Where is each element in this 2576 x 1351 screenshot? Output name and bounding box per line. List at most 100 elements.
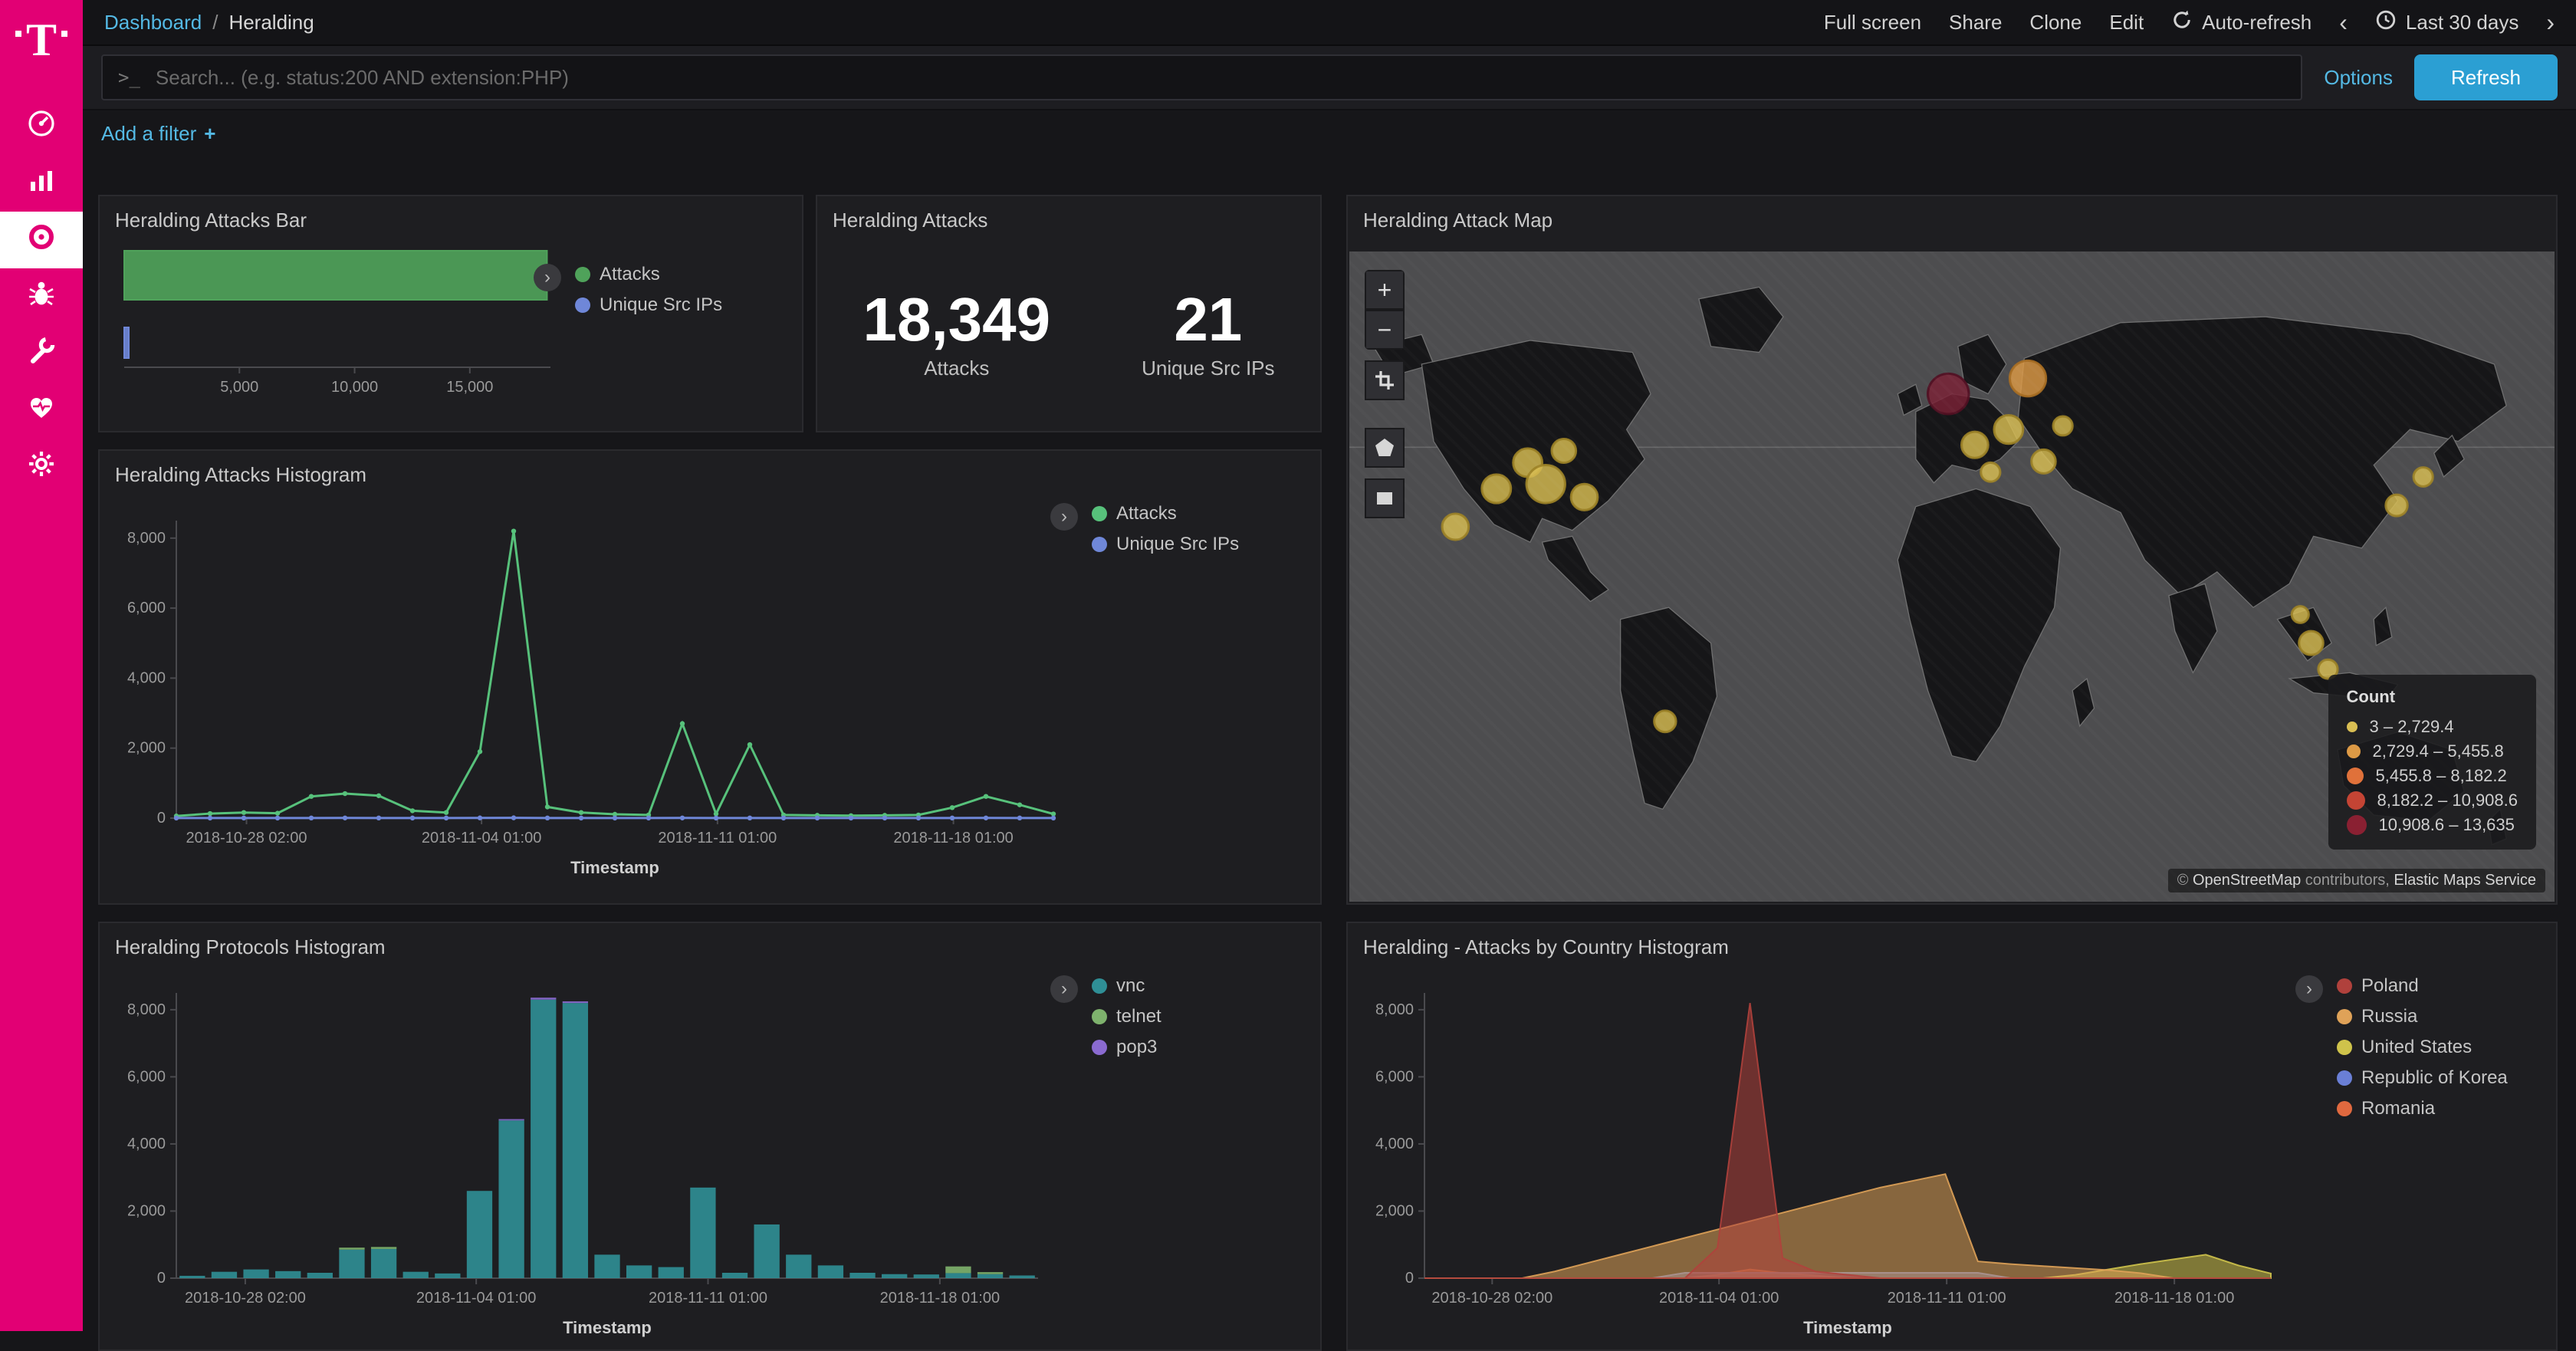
svg-text:2018-11-18 01:00: 2018-11-18 01:00: [2114, 1290, 2234, 1307]
share-button[interactable]: Share: [1949, 11, 2002, 35]
panel-attacks-histogram: Heralding Attacks Histogram 02,0004,0006…: [98, 449, 1322, 905]
svg-text:2,000: 2,000: [127, 1202, 166, 1219]
country-histogram-chart: 02,0004,0006,0008,0002018-10-28 02:00201…: [1354, 975, 2289, 1339]
svg-text:2018-11-04 01:00: 2018-11-04 01:00: [416, 1290, 536, 1307]
add-filter-link[interactable]: Add a filter+: [101, 122, 215, 146]
sidebar-item-current-dashboard[interactable]: [0, 212, 83, 268]
breadcrumb-dashboard-link[interactable]: Dashboard: [104, 11, 202, 35]
legend-bucket: 5,455.8 – 8,182.2: [2347, 764, 2518, 788]
target-icon: [26, 222, 57, 258]
legend-entry[interactable]: vnc: [1092, 975, 1162, 997]
legend-toggle-icon[interactable]: ›: [1050, 503, 1078, 531]
sidebar: T: [0, 0, 83, 1331]
sidebar-item-honeypot[interactable]: [0, 268, 83, 325]
svg-text:0: 0: [157, 810, 166, 827]
topbar-actions: Full screen Share Clone Edit Auto-refres…: [1824, 9, 2555, 36]
svg-text:2018-10-28 02:00: 2018-10-28 02:00: [186, 830, 307, 846]
attacks-bar-chart: 5,00010,00015,000: [112, 238, 572, 413]
legend-entry[interactable]: Romania: [2337, 1098, 2508, 1119]
sidebar-item-tools[interactable]: [0, 325, 83, 382]
legend-entry[interactable]: Unique Src IPs: [1092, 534, 1239, 555]
svg-text:8,000: 8,000: [127, 1001, 166, 1018]
legend-entry[interactable]: Attacks: [575, 264, 722, 285]
clone-button[interactable]: Clone: [2029, 11, 2082, 35]
legend-entry[interactable]: Republic of Korea: [2337, 1067, 2508, 1089]
rectangle-tool-icon[interactable]: [1365, 478, 1405, 518]
series-dot: [2337, 1070, 2352, 1086]
sidebar-item-gauge[interactable]: [0, 98, 83, 155]
zoom-in-button[interactable]: +: [1365, 270, 1405, 310]
zoom-out-button[interactable]: −: [1365, 310, 1405, 350]
panel-title: Heralding Attacks: [817, 196, 1320, 238]
logo-dot: [15, 31, 21, 37]
kibana-dashboard: { "sidebar": { "brand": "T", "accent": "…: [0, 0, 2576, 1331]
metric-label: Unique Src IPs: [1142, 357, 1274, 380]
panel-protocols-histogram: Heralding Protocols Histogram 0 2,000 4,00…: [98, 922, 1322, 1351]
edit-button[interactable]: Edit: [2109, 11, 2144, 35]
legend-entry[interactable]: Unique Src IPs: [575, 294, 722, 316]
svg-text:8,000: 8,000: [127, 530, 166, 547]
telekom-logo[interactable]: T: [0, 0, 83, 80]
elastic-maps-link[interactable]: Elastic Maps Service: [2394, 872, 2536, 889]
options-link[interactable]: Options: [2324, 66, 2393, 90]
series-dot: [1092, 1040, 1107, 1055]
legend-toggle-icon[interactable]: ›: [534, 264, 561, 291]
legend-entry[interactable]: pop3: [1092, 1037, 1162, 1058]
osm-link[interactable]: OpenStreetMap: [2193, 872, 2301, 889]
svg-text:2018-11-11 01:00: 2018-11-11 01:00: [1888, 1290, 2006, 1307]
fullscreen-button[interactable]: Full screen: [1824, 11, 1921, 35]
svg-text:0: 0: [157, 1270, 166, 1287]
panel-title: Heralding Attack Map: [1348, 196, 2556, 238]
bucket-dot: [2347, 745, 2361, 758]
time-forward-chevron[interactable]: ›: [2546, 10, 2555, 35]
panel-title: Heralding Attacks Histogram: [100, 451, 1320, 493]
svg-text:2018-11-11 01:00: 2018-11-11 01:00: [649, 1290, 767, 1307]
svg-text:2018-10-28 02:00: 2018-10-28 02:00: [1431, 1290, 1552, 1307]
world-map[interactable]: + − Count 3 – 2,729.4 2,729.4 – 5,455.8 …: [1349, 251, 2555, 902]
panel-country-histogram: Heralding - Attacks by Country Histogram…: [1346, 922, 2558, 1351]
bucket-dot: [2347, 722, 2358, 732]
heartbeat-icon: [26, 392, 57, 429]
search-input[interactable]: [156, 66, 2301, 90]
bucket-dot: [2347, 791, 2365, 810]
bug-icon: [26, 278, 57, 315]
attacks-histogram-legend: › Attacks Unique Src IPs: [1050, 503, 1239, 555]
legend-toggle-icon[interactable]: ›: [1050, 975, 1078, 1003]
svg-text:15,000: 15,000: [446, 379, 493, 396]
time-back-chevron[interactable]: ‹: [2339, 10, 2348, 35]
svg-text:2,000: 2,000: [127, 740, 166, 757]
legend-toggle-icon[interactable]: ›: [2295, 975, 2323, 1003]
country-histogram-legend: › Poland Russia United States Republic o…: [2295, 975, 2508, 1119]
svg-text:4,000: 4,000: [127, 1136, 166, 1152]
series-dot: [2337, 978, 2352, 994]
series-dot: [2337, 1101, 2352, 1116]
attacks-histogram-chart: 02,0004,0006,0008,0002018-10-28 02:00201…: [106, 502, 1072, 879]
metric-attacks: 18,349 Attacks: [863, 288, 1050, 380]
fit-bounds-icon[interactable]: [1365, 360, 1405, 400]
legend-entry[interactable]: telnet: [1092, 1006, 1162, 1027]
polygon-tool-icon[interactable]: [1365, 428, 1405, 468]
svg-text:Timestamp: Timestamp: [1803, 1318, 1892, 1337]
legend-entry[interactable]: United States: [2337, 1037, 2508, 1058]
refresh-button[interactable]: Refresh: [2414, 54, 2558, 100]
svg-text:10,000: 10,000: [331, 379, 378, 396]
legend-entry[interactable]: Poland: [2337, 975, 2508, 997]
svg-text:2018-11-04 01:00: 2018-11-04 01:00: [422, 830, 541, 846]
bucket-dot: [2347, 815, 2367, 835]
panel-attacks-metric: Heralding Attacks 18,349 Attacks 21 Uniq…: [816, 195, 1322, 432]
svg-text:0: 0: [1405, 1270, 1414, 1287]
auto-refresh-button[interactable]: Auto-refresh: [2171, 9, 2312, 36]
sidebar-item-settings[interactable]: [0, 439, 83, 495]
sidebar-item-health[interactable]: [0, 382, 83, 439]
series-dot: [2337, 1040, 2352, 1055]
sidebar-item-analytics[interactable]: [0, 155, 83, 212]
legend-entry[interactable]: Russia: [2337, 1006, 2508, 1027]
protocols-histogram-chart: 02,0004,0006,0008,0002018-10-28 02:00201…: [106, 975, 1056, 1339]
legend-entry[interactable]: Attacks: [1092, 503, 1239, 524]
series-dot: [1092, 978, 1107, 994]
map-legend-title: Count: [2347, 687, 2518, 707]
metric-value: 21: [1142, 288, 1274, 352]
svg-text:2018-11-04 01:00: 2018-11-04 01:00: [1659, 1290, 1779, 1307]
panel-title: Heralding Protocols Histogram: [100, 923, 1320, 965]
time-range-picker[interactable]: Last 30 days: [2375, 9, 2518, 36]
